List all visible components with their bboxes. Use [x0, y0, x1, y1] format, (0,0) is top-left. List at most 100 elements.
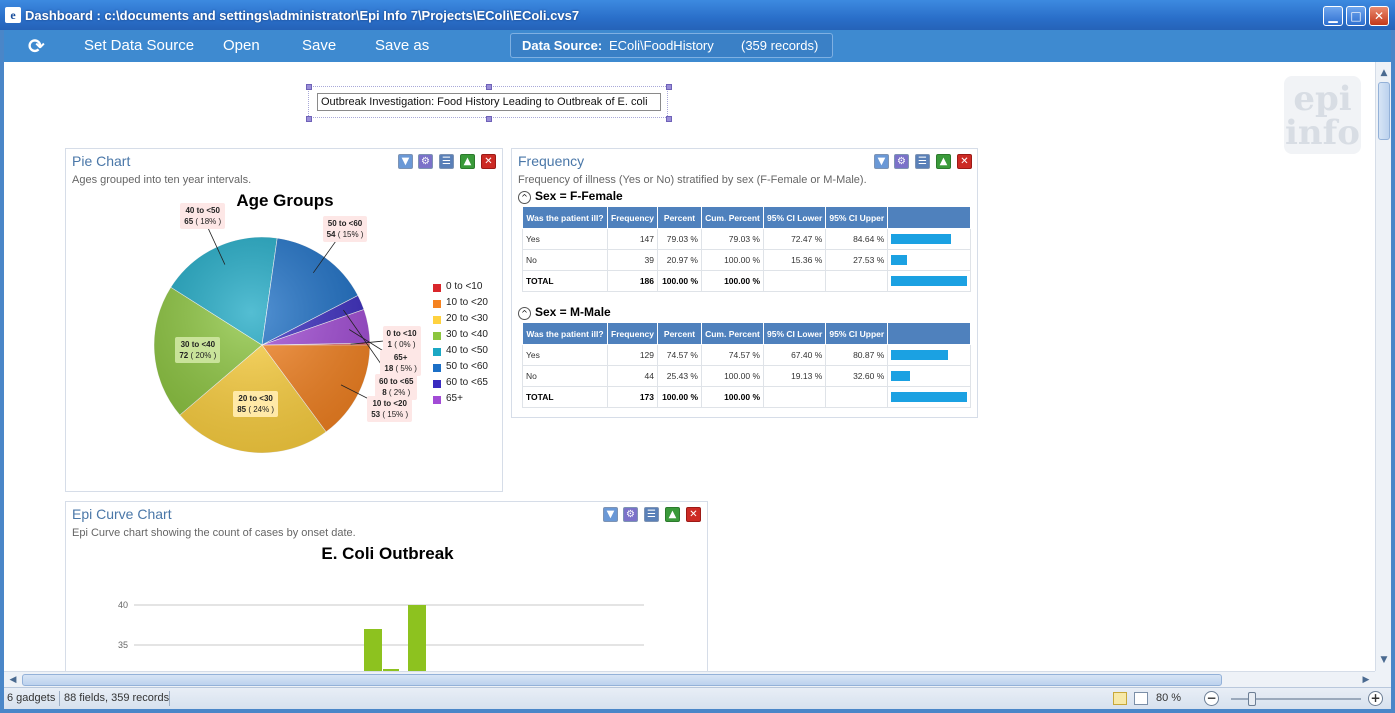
collapse-up-icon[interactable]: ▲ — [460, 154, 475, 169]
column-header: Frequency — [607, 322, 658, 345]
vertical-scroll-thumb[interactable] — [1378, 82, 1390, 140]
set-data-source-button[interactable]: Set Data Source — [84, 37, 195, 54]
data-source-label: Data Source: — [522, 38, 603, 53]
table-cell — [887, 344, 972, 366]
filter-icon[interactable]: ▼ — [874, 154, 889, 169]
pie-slice-value: 53 ( 15% ) — [371, 410, 409, 420]
pie-chart-title: Age Groups — [236, 191, 334, 210]
percent-bar — [891, 371, 911, 381]
close-gadget-icon[interactable]: ✕ — [686, 507, 701, 522]
scroll-down-icon[interactable]: ▼ — [1380, 655, 1388, 665]
legend-swatch — [433, 332, 441, 340]
table-cell: No — [522, 365, 608, 387]
strata-header[interactable]: ^ Sex = M-Male — [518, 305, 611, 320]
strata-header[interactable]: ^ Sex = F-Female — [518, 189, 623, 204]
zoom-slider-track[interactable] — [1231, 698, 1361, 700]
close-window-button[interactable]: ✕ — [1369, 6, 1389, 26]
table-cell: 79.03 % — [701, 228, 764, 250]
close-gadget-icon[interactable]: ✕ — [957, 154, 972, 169]
data-source-indicator[interactable]: Data Source: EColi\FoodHistory (359 reco… — [510, 33, 833, 58]
pie-chart-gadget[interactable]: Pie Chart Ages grouped into ten year int… — [65, 148, 503, 492]
save-as-button[interactable]: Save as — [375, 37, 430, 54]
pie-slice-label: 65+ 18 ( 5% ) — [380, 350, 421, 376]
scroll-right-icon[interactable]: ▶ — [1362, 675, 1370, 685]
pie-slice-label: 10 to <20 53 ( 15% ) — [367, 396, 413, 423]
canvas-title-textbox[interactable]: Outbreak Investigation: Food History Lea… — [306, 84, 672, 122]
collapse-up-icon[interactable]: ▲ — [936, 154, 951, 169]
table-row: Yes 147 79.03 % 79.03 % 72.47 % 84.64 % — [522, 228, 972, 250]
frequency-table: Was the patient ill? Frequency Percent Cum.… — [522, 206, 972, 292]
table-cell: 79.03 % — [657, 228, 702, 250]
pie-slice-label: 60 to <65 8 ( 2% ) — [375, 374, 418, 400]
vertical-scrollbar[interactable]: ▲ ▼ — [1375, 62, 1391, 671]
resize-handle[interactable] — [306, 116, 312, 122]
gear-icon[interactable]: ⚙ — [623, 507, 638, 522]
pie-slice-value: 65 ( 18% ) — [184, 216, 222, 226]
resize-handle[interactable] — [486, 84, 492, 90]
epi-bar[interactable] — [383, 669, 399, 671]
gadget-count: 6 gadgets — [7, 692, 56, 704]
epi-bar[interactable] — [364, 629, 382, 671]
table-cell — [887, 270, 972, 292]
scroll-up-icon[interactable]: ▲ — [1380, 68, 1388, 78]
pie-shading — [154, 237, 370, 453]
filter-icon[interactable]: ▼ — [398, 154, 413, 169]
epi-bar[interactable] — [408, 605, 426, 671]
dashboard-toolbar: ⟳ Set Data Source Open Save Save as Data… — [4, 30, 1391, 62]
table-cell — [887, 365, 972, 387]
collapse-icon[interactable]: ^ — [518, 307, 531, 320]
column-header: Was the patient ill? — [522, 322, 608, 345]
table-cell: 100.00 % — [701, 249, 764, 271]
properties-icon[interactable]: ☰ — [439, 154, 454, 169]
legend-swatch — [433, 284, 441, 292]
table-cell: 186 — [607, 270, 658, 292]
pie-slice-label: 50 to <60 54 ( 15% ) — [322, 215, 368, 242]
save-button[interactable]: Save — [302, 37, 337, 54]
epi-curve-gadget[interactable]: Epi Curve Chart Epi Curve chart showing … — [65, 501, 708, 671]
frequency-gadget[interactable]: Frequency Frequency of illness (Yes or N… — [511, 148, 978, 418]
percent-bar — [891, 234, 952, 244]
gadget-description: Ages grouped into ten year intervals. — [72, 174, 252, 186]
horizontal-scroll-thumb[interactable] — [22, 674, 1222, 686]
table-cell: 80.87 % — [825, 344, 889, 366]
zoom-slider-handle[interactable] — [1248, 692, 1256, 706]
table-cell: 20.97 % — [657, 249, 702, 271]
pie-slice-category: 0 to <10 — [386, 329, 417, 338]
collapse-icon[interactable]: ^ — [518, 191, 531, 204]
open-button[interactable]: Open — [223, 37, 260, 54]
properties-icon[interactable]: ☰ — [915, 154, 930, 169]
resize-handle[interactable] — [486, 116, 492, 122]
zoom-in-icon[interactable]: + — [1368, 691, 1383, 706]
legend-label: 10 to <20 — [446, 297, 488, 308]
refresh-icon[interactable]: ⟳ — [28, 34, 45, 58]
column-header: 95% CI Upper — [825, 206, 889, 229]
collapse-up-icon[interactable]: ▲ — [665, 507, 680, 522]
table-cell: 19.13 % — [762, 365, 827, 387]
gadget-description: Frequency of illness (Yes or No) stratif… — [518, 174, 867, 186]
close-gadget-icon[interactable]: ✕ — [481, 154, 496, 169]
table-row: No 44 25.43 % 100.00 % 19.13 % 32.60 % — [522, 365, 972, 387]
resize-handle[interactable] — [306, 84, 312, 90]
legend-swatch — [433, 364, 441, 372]
horizontal-scrollbar[interactable]: ◀ ▶ — [4, 671, 1375, 687]
table-cell — [825, 386, 889, 408]
page-view-icon[interactable] — [1134, 692, 1148, 705]
column-header: Percent — [657, 206, 702, 229]
pie-slice-value: 18 ( 5% ) — [384, 364, 417, 373]
gear-icon[interactable]: ⚙ — [418, 154, 433, 169]
normal-view-icon[interactable] — [1113, 692, 1127, 705]
table-cell: 129 — [607, 344, 658, 366]
dashboard-canvas[interactable]: Outbreak Investigation: Food History Lea… — [4, 62, 1375, 671]
resize-handle[interactable] — [666, 116, 672, 122]
maximize-button[interactable]: □ — [1346, 6, 1366, 26]
zoom-out-icon[interactable]: − — [1204, 691, 1219, 706]
scroll-left-icon[interactable]: ◀ — [9, 675, 17, 685]
column-header: Percent — [657, 322, 702, 345]
gear-icon[interactable]: ⚙ — [894, 154, 909, 169]
title-text-input[interactable]: Outbreak Investigation: Food History Lea… — [317, 93, 661, 111]
resize-handle[interactable] — [666, 84, 672, 90]
legend-swatch — [433, 348, 441, 356]
filter-icon[interactable]: ▼ — [603, 507, 618, 522]
properties-icon[interactable]: ☰ — [644, 507, 659, 522]
minimize-button[interactable]: ▁ — [1323, 6, 1343, 26]
